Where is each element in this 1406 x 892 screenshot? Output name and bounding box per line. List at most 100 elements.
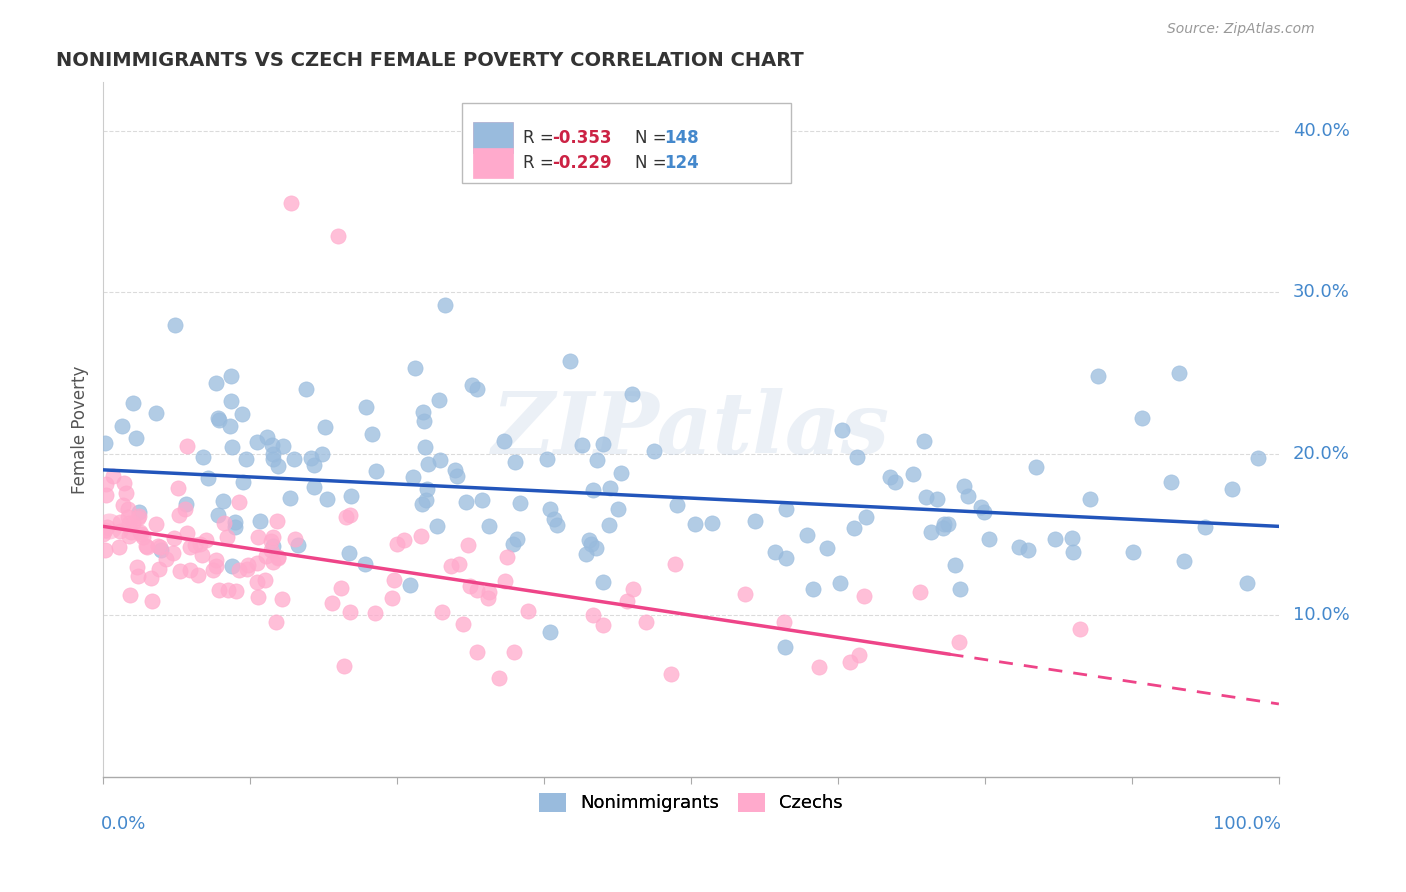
- Point: [1008, 540, 1031, 554]
- Point: [415, 482, 437, 496]
- Point: [815, 541, 838, 555]
- Point: [94, 488, 117, 502]
- Point: [278, 491, 301, 505]
- Point: [163, 531, 186, 545]
- Point: [558, 353, 581, 368]
- Point: [212, 516, 235, 530]
- Point: [1130, 411, 1153, 425]
- Point: [141, 594, 163, 608]
- Text: Source: ZipAtlas.com: Source: ZipAtlas.com: [1167, 22, 1315, 37]
- Point: [111, 498, 134, 512]
- Point: [149, 542, 172, 557]
- Point: [571, 438, 593, 452]
- Point: [412, 405, 434, 419]
- Point: [398, 578, 420, 592]
- Point: [328, 228, 350, 243]
- Point: [283, 452, 305, 467]
- Point: [235, 451, 257, 466]
- Point: [908, 585, 931, 599]
- Point: [246, 574, 269, 589]
- Point: [664, 558, 686, 572]
- Point: [1017, 543, 1039, 558]
- Point: [634, 615, 657, 630]
- Point: [828, 575, 851, 590]
- Point: [295, 382, 318, 396]
- Point: [299, 450, 322, 465]
- Point: [179, 563, 201, 577]
- Point: [218, 418, 240, 433]
- Point: [578, 533, 600, 547]
- Point: [174, 497, 197, 511]
- Point: [465, 382, 488, 396]
- Point: [949, 582, 972, 597]
- Point: [219, 393, 242, 408]
- Point: [546, 518, 568, 533]
- Point: [155, 552, 177, 566]
- Point: [231, 407, 253, 421]
- Legend: Nonimmigrants, Czechs: Nonimmigrants, Czechs: [531, 786, 851, 820]
- Point: [610, 467, 633, 481]
- Point: [208, 413, 231, 427]
- Point: [103, 469, 125, 483]
- Point: [267, 459, 290, 474]
- Text: 0.0%: 0.0%: [101, 814, 146, 833]
- Point: [221, 559, 243, 574]
- Point: [225, 584, 247, 599]
- Point: [262, 530, 284, 544]
- Point: [188, 537, 211, 551]
- Point: [118, 589, 141, 603]
- Point: [219, 369, 242, 384]
- Point: [433, 298, 456, 312]
- Point: [145, 516, 167, 531]
- Point: [502, 645, 524, 659]
- Point: [169, 564, 191, 578]
- Point: [402, 470, 425, 484]
- Point: [734, 587, 756, 601]
- Point: [339, 508, 361, 522]
- Point: [460, 377, 482, 392]
- Point: [775, 551, 797, 566]
- Point: [932, 521, 955, 535]
- Point: [404, 361, 426, 376]
- Point: [135, 540, 157, 554]
- Point: [173, 502, 195, 516]
- Point: [912, 434, 935, 449]
- Point: [855, 509, 877, 524]
- Point: [266, 514, 288, 528]
- Point: [538, 501, 561, 516]
- Point: [149, 540, 172, 554]
- Point: [267, 549, 290, 564]
- Point: [207, 508, 229, 522]
- Point: [666, 498, 689, 512]
- Point: [197, 471, 219, 485]
- Point: [915, 490, 938, 504]
- Point: [659, 666, 682, 681]
- Point: [339, 489, 361, 503]
- Point: [1069, 622, 1091, 636]
- Point: [884, 475, 907, 490]
- Point: [262, 556, 284, 570]
- Point: [364, 464, 387, 478]
- Point: [335, 510, 357, 524]
- Point: [478, 584, 501, 599]
- Point: [606, 501, 628, 516]
- Point: [763, 544, 786, 558]
- Point: [957, 488, 980, 502]
- Point: [215, 530, 238, 544]
- Point: [447, 557, 470, 571]
- Point: [247, 530, 270, 544]
- Point: [488, 671, 510, 685]
- Point: [599, 481, 621, 495]
- Point: [413, 440, 436, 454]
- Point: [848, 648, 870, 662]
- Text: -0.353: -0.353: [553, 128, 612, 146]
- Point: [108, 540, 131, 554]
- Point: [575, 547, 598, 561]
- Point: [224, 520, 246, 534]
- Point: [94, 543, 117, 558]
- Point: [700, 516, 723, 530]
- Point: [176, 525, 198, 540]
- Text: 20.0%: 20.0%: [1294, 445, 1350, 463]
- Point: [253, 573, 276, 587]
- Point: [128, 509, 150, 524]
